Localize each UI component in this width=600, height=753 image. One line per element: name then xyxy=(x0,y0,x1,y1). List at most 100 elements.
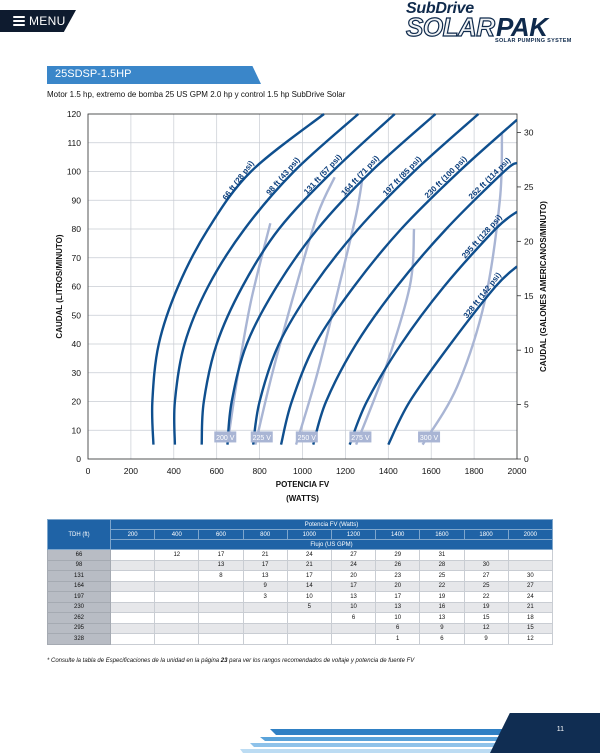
flow-cell xyxy=(198,622,244,634)
flow-units-header: Flujo (US GPM) xyxy=(110,539,553,550)
flow-cell xyxy=(286,633,332,645)
flow-table-body: 66 12 17 21 24 27 29 31 98 13 17 21 24 26 28 30 131 8 13 17… xyxy=(47,549,554,645)
performance-chart: 0 200 400 600 800 1000 1200 1400 1600 1800 2000 0 10… xyxy=(55,109,548,503)
model-title: 25SDSP-1.5HP xyxy=(55,68,132,80)
flow-cell: 9 xyxy=(419,622,465,634)
table-row: 98 13 17 21 24 26 28 30 xyxy=(47,559,554,571)
flow-cell: 19 xyxy=(463,601,509,613)
flow-cell: 1 xyxy=(375,633,421,645)
flow-cell: 21 xyxy=(286,559,332,571)
flow-cell: 28 xyxy=(419,559,465,571)
power-column-header: 2000 xyxy=(507,529,554,540)
head-curve xyxy=(348,210,517,446)
table-row: 164 9 14 17 20 22 25 27 xyxy=(47,580,554,592)
flow-cell xyxy=(198,580,244,592)
x-tick-label: 1400 xyxy=(379,466,398,476)
tdh-cell: 328 xyxy=(47,633,111,645)
performance-chart-svg: 0 200 400 600 800 1000 1200 1400 1600 1800 2000010… xyxy=(55,109,548,503)
head-curve xyxy=(172,113,360,445)
flow-cell: 17 xyxy=(286,570,332,582)
flow-cell xyxy=(109,549,156,561)
voltage-label-box xyxy=(250,431,273,443)
flow-cell: 14 xyxy=(286,580,332,592)
x-tick-label: 1200 xyxy=(336,466,355,476)
tdh-header: TDH (ft) xyxy=(47,519,111,550)
power-column-header: 200 xyxy=(109,529,156,540)
voltage-label: 300 V xyxy=(420,435,439,442)
logo-pak-text: PAK xyxy=(496,12,548,42)
flow-cell: 23 xyxy=(375,570,421,582)
footnote: * Consulte la tabla de Especificaciones … xyxy=(47,658,414,664)
y2-axis-title: CAUDAL (GALONES AMERICANOS/MINUTO) xyxy=(539,201,548,372)
y-tick-label: 120 xyxy=(67,109,81,119)
power-column-header: 1400 xyxy=(375,529,421,540)
flow-cell: 10 xyxy=(330,601,377,613)
flow-cell: 12 xyxy=(507,633,554,645)
power-column-header: 800 xyxy=(242,529,288,540)
flow-cell: 22 xyxy=(463,591,509,603)
flow-cell: 13 xyxy=(375,601,421,613)
flow-cell xyxy=(198,601,244,613)
x-tick-label: 400 xyxy=(167,466,181,476)
footnote-page-link[interactable]: 23 xyxy=(220,658,228,664)
flow-cell xyxy=(198,591,244,603)
plot-frame xyxy=(87,113,518,460)
y-tick-label: 50 xyxy=(72,310,82,320)
x-tick-label: 200 xyxy=(124,466,138,476)
subdrive-solarpak-logo: SubDrive SOLAR PAK SOLAR PUMPING SYSTEM xyxy=(405,0,576,48)
y-tick-label: 20 xyxy=(72,397,82,407)
tdh-cell: 197 xyxy=(47,591,111,603)
y-axis-title: CAUDAL (LITROS/MINUTO) xyxy=(55,234,64,338)
power-column-header: 1200 xyxy=(330,529,377,540)
power-column-header: 1800 xyxy=(463,529,509,540)
flow-cell xyxy=(286,612,332,624)
menu-label: MENU xyxy=(29,14,66,28)
flow-cell: 13 xyxy=(198,559,244,571)
flow-cell: 31 xyxy=(419,549,465,561)
flow-cell: 16 xyxy=(419,601,465,613)
flow-cell xyxy=(242,622,288,634)
table-row: 230 5 10 13 16 19 21 xyxy=(47,601,554,613)
tdh-cell: 295 xyxy=(47,622,111,634)
voltage-label: 200 V xyxy=(216,435,235,442)
y-tick-label: 90 xyxy=(72,195,82,205)
flow-cell: 3 xyxy=(242,591,288,603)
flow-cell xyxy=(198,612,244,624)
menu-button[interactable]: MENU xyxy=(0,10,76,32)
head-curve xyxy=(279,118,517,445)
voltage-label-box xyxy=(418,431,441,443)
y2-tick-label: 10 xyxy=(524,345,534,355)
x-tick-label: 1000 xyxy=(293,466,312,476)
y-tick-label: 10 xyxy=(72,425,82,435)
tdh-cell: 131 xyxy=(47,570,111,582)
y2-tick-label: 5 xyxy=(524,400,529,410)
flow-cell: 9 xyxy=(463,633,509,645)
x-tick-label: 800 xyxy=(253,466,267,476)
flow-cell xyxy=(109,622,156,634)
head-curve xyxy=(150,113,325,445)
x-tick-label: 0 xyxy=(86,466,91,476)
flow-cell xyxy=(109,633,156,645)
flow-cell xyxy=(286,622,332,634)
page-number: 11 xyxy=(556,726,564,733)
flow-cell xyxy=(330,633,377,645)
model-title-bar: 25SDSP-1.5HP xyxy=(47,66,261,84)
voltage-label-box xyxy=(214,431,237,443)
table-row: 131 8 13 17 20 23 25 27 30 xyxy=(47,570,554,582)
y-tick-label: 80 xyxy=(72,224,82,234)
flow-cell: 18 xyxy=(507,612,554,624)
flow-cell xyxy=(154,601,200,613)
tdh-cell: 262 xyxy=(47,612,111,624)
flow-cell xyxy=(154,622,200,634)
head-curve xyxy=(387,265,517,446)
y-tick-label: 100 xyxy=(67,167,81,177)
flow-cell: 6 xyxy=(419,633,465,645)
flow-cell xyxy=(154,559,200,571)
flow-cell xyxy=(109,559,156,571)
head-curve xyxy=(251,113,480,445)
flow-cell: 13 xyxy=(242,570,288,582)
flow-cell xyxy=(154,591,200,603)
power-column-header: 1000 xyxy=(286,529,332,540)
flow-cell: 19 xyxy=(419,591,465,603)
flow-cell: 17 xyxy=(375,591,421,603)
